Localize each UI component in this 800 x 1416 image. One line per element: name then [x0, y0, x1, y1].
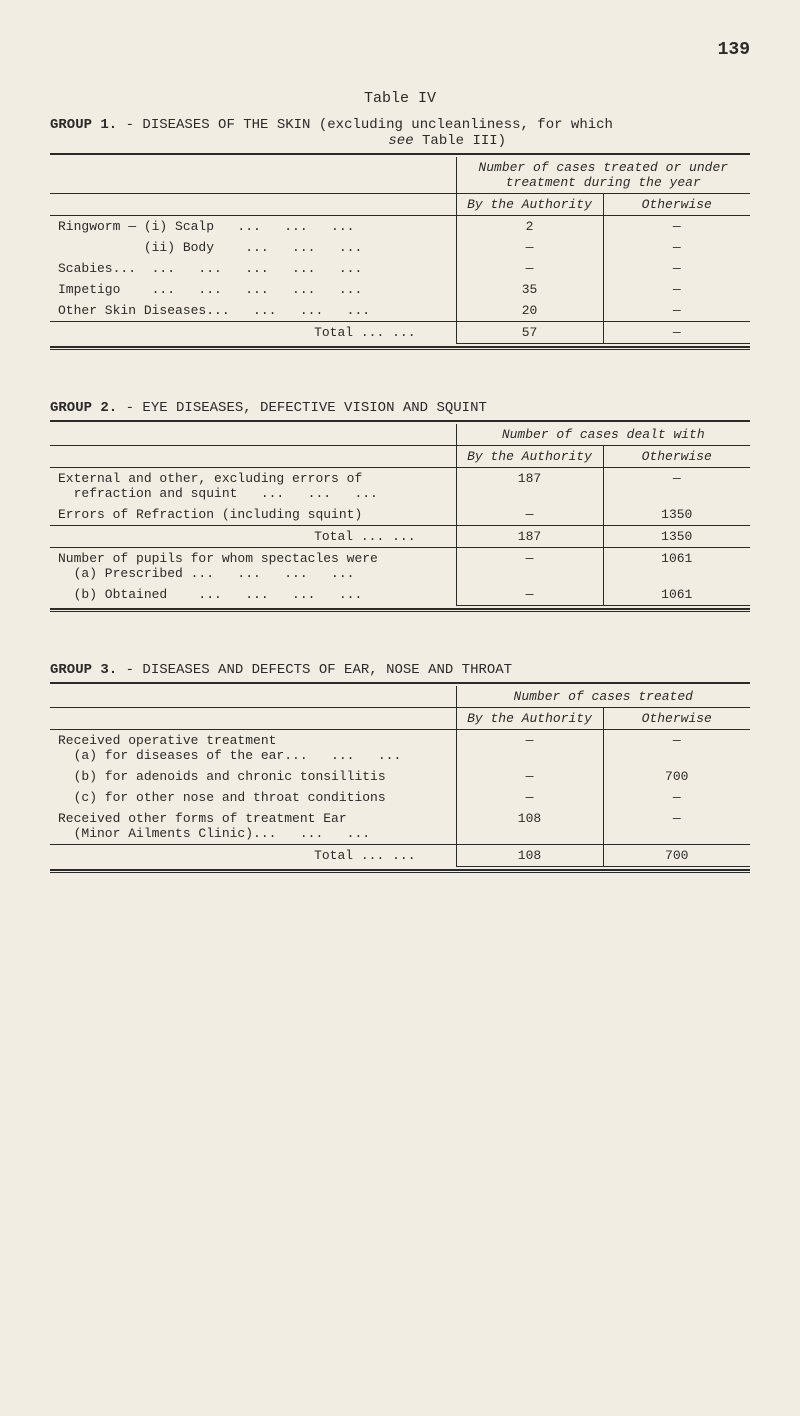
total-label: Total ... ...	[50, 845, 456, 867]
group2-cases-header: Number of cases dealt with	[456, 424, 750, 446]
group2-table: Number of cases dealt with By the Author…	[50, 424, 750, 606]
table-row: Received other forms of treatment Ear (M…	[50, 808, 750, 845]
group2-col-auth: By the Authority	[456, 446, 603, 468]
row-other: —	[603, 468, 750, 505]
row-label: Ringworm — (i) Scalp ... ... ...	[50, 216, 456, 238]
group1-prefix: GROUP 1.	[50, 117, 117, 133]
row-auth: —	[456, 730, 603, 767]
group3-prefix: GROUP 3.	[50, 662, 117, 678]
group1-heading-text: - DISEASES OF THE SKIN	[126, 117, 311, 133]
table-row: Received operative treatment (a) for dis…	[50, 730, 750, 767]
table-row: External and other, excluding errors of …	[50, 468, 750, 505]
group1-sub2: Table III)	[422, 133, 506, 149]
group1-col-other: Otherwise	[603, 194, 750, 216]
total-row: Total ... ... 57 —	[50, 322, 750, 344]
table-row: (ii) Body ... ... ... — —	[50, 237, 750, 258]
row-label: (b) Obtained ... ... ... ...	[50, 584, 456, 606]
row-label: Other Skin Diseases... ... ... ...	[50, 300, 456, 322]
total-other: 700	[603, 845, 750, 867]
table-row: Number of pupils for whom spectacles wer…	[50, 548, 750, 585]
total-auth: 108	[456, 845, 603, 867]
row-label: Impetigo ... ... ... ... ...	[50, 279, 456, 300]
table-row: (b) for adenoids and chronic tonsillitis…	[50, 766, 750, 787]
table-row: Other Skin Diseases... ... ... ... 20 —	[50, 300, 750, 322]
row-other: 1350	[603, 504, 750, 526]
row-auth: —	[456, 787, 603, 808]
row-auth: 2	[456, 216, 603, 238]
row-other: —	[603, 258, 750, 279]
row-auth: —	[456, 504, 603, 526]
total-label: Total ... ...	[50, 526, 456, 548]
row-auth: —	[456, 237, 603, 258]
row-label: (ii) Body ... ... ...	[50, 237, 456, 258]
table-row: Scabies... ... ... ... ... ... — —	[50, 258, 750, 279]
row-label: (c) for other nose and throat conditions	[50, 787, 456, 808]
total-label: Total ... ...	[50, 322, 456, 344]
row-other: —	[603, 216, 750, 238]
row-label: Number of pupils for whom spectacles wer…	[50, 548, 456, 585]
table-title: Table IV	[50, 90, 750, 107]
row-auth: —	[456, 548, 603, 585]
group1-sub: (excluding uncleanliness, for which	[319, 117, 613, 133]
row-label: (b) for adenoids and chronic tonsillitis	[50, 766, 456, 787]
table-row: (c) for other nose and throat conditions…	[50, 787, 750, 808]
group2-heading-text: - EYE DISEASES, DEFECTIVE VISION AND SQU…	[126, 400, 487, 416]
row-other: 700	[603, 766, 750, 787]
table-row: Ringworm — (i) Scalp ... ... ... 2 —	[50, 216, 750, 238]
group1-sub2-italic: see	[388, 133, 413, 149]
row-other: —	[603, 787, 750, 808]
total-other: 1350	[603, 526, 750, 548]
row-label: Received operative treatment (a) for dis…	[50, 730, 456, 767]
row-auth: —	[456, 258, 603, 279]
row-other: —	[603, 279, 750, 300]
table-row: (b) Obtained ... ... ... ... — 1061	[50, 584, 750, 606]
group1-heading: GROUP 1. - DISEASES OF THE SKIN (excludi…	[50, 117, 750, 149]
row-other: —	[603, 808, 750, 845]
group1-col-auth: By the Authority	[456, 194, 603, 216]
row-auth: 35	[456, 279, 603, 300]
row-auth: 108	[456, 808, 603, 845]
group3-heading-text: - DISEASES AND DEFECTS OF EAR, NOSE AND …	[126, 662, 512, 678]
group1-table: Number of cases treated or under treatme…	[50, 157, 750, 344]
group2-col-other: Otherwise	[603, 446, 750, 468]
group1-cases-header: Number of cases treated or under treatme…	[456, 157, 750, 194]
table-row: Impetigo ... ... ... ... ... 35 —	[50, 279, 750, 300]
group3-cases-header: Number of cases treated	[456, 686, 750, 708]
row-other: 1061	[603, 548, 750, 585]
group3-table: Number of cases treated By the Authority…	[50, 686, 750, 867]
group2-heading: GROUP 2. - EYE DISEASES, DEFECTIVE VISIO…	[50, 400, 750, 416]
row-auth: 187	[456, 468, 603, 505]
row-auth: 20	[456, 300, 603, 322]
row-label: Errors of Refraction (including squint)	[50, 504, 456, 526]
row-label: Scabies... ... ... ... ... ...	[50, 258, 456, 279]
total-auth: 187	[456, 526, 603, 548]
table-row: Errors of Refraction (including squint) …	[50, 504, 750, 526]
total-other: —	[603, 322, 750, 344]
total-auth: 57	[456, 322, 603, 344]
row-other: —	[603, 300, 750, 322]
total-row: Total ... ... 187 1350	[50, 526, 750, 548]
row-other: —	[603, 237, 750, 258]
row-auth: —	[456, 584, 603, 606]
group3-col-other: Otherwise	[603, 708, 750, 730]
group2-prefix: GROUP 2.	[50, 400, 117, 416]
row-other: —	[603, 730, 750, 767]
total-row: Total ... ... 108 700	[50, 845, 750, 867]
row-auth: —	[456, 766, 603, 787]
row-label: Received other forms of treatment Ear (M…	[50, 808, 456, 845]
group3-heading: GROUP 3. - DISEASES AND DEFECTS OF EAR, …	[50, 662, 750, 678]
group3-col-auth: By the Authority	[456, 708, 603, 730]
row-label: External and other, excluding errors of …	[50, 468, 456, 505]
page-number: 139	[50, 40, 750, 60]
row-other: 1061	[603, 584, 750, 606]
